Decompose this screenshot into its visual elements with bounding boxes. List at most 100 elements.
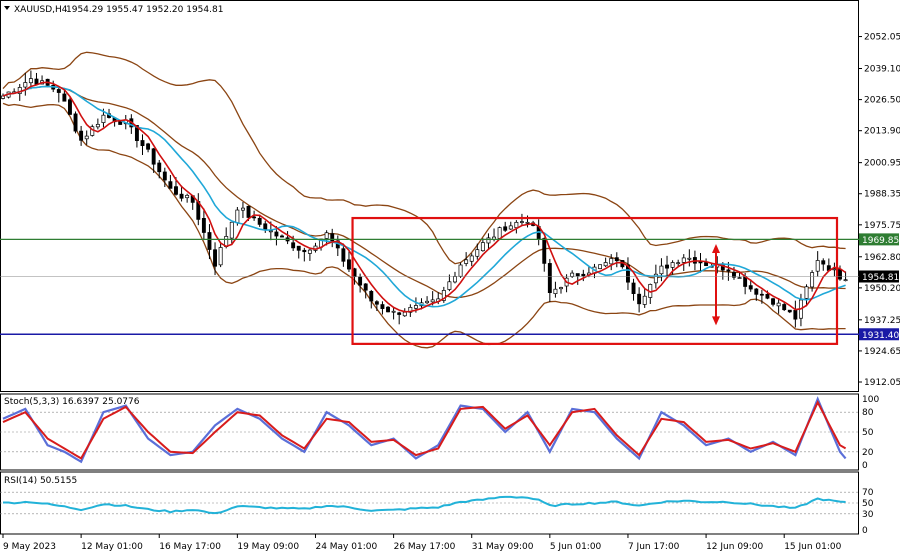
candle-body [324,232,329,239]
candle-body [765,293,770,299]
time-axis-label: 24 May 01:00 [315,542,377,552]
candle-body [246,205,251,218]
candle-body [793,309,798,320]
stoch-axis-label: 80 [862,408,874,418]
candle-body [542,238,547,264]
candle-body [274,231,279,237]
candle-body [263,223,268,231]
candle-body [547,263,552,294]
candle-body [207,232,212,250]
candle-body [168,181,173,189]
candle-body [676,262,681,265]
time-axis-label: 9 May 2023 [3,542,56,552]
candle-body [386,306,390,313]
price-axis-label: 2000.95 [864,159,900,169]
candle-body [469,255,474,262]
candle-body [570,272,575,277]
rsi-axis-label: 70 [862,488,874,498]
candle-body [157,162,162,173]
candle-body [832,268,837,271]
candle-body [380,304,385,309]
candle-body [213,249,217,267]
candle-body [637,293,642,305]
candle-body [56,89,61,93]
candle-body [79,130,84,141]
time-axis-label: 12 Jun 09:00 [706,542,763,552]
candle-body [408,307,413,313]
candle-body [185,194,190,199]
candle-body [653,273,658,284]
candle-body [614,257,619,262]
candle-body [140,140,145,147]
support-price-tag-bg [859,328,899,341]
rsi-axis-label: 50 [862,499,874,509]
candle-body [787,309,792,313]
time-axis-label: 5 Jun 01:00 [550,542,602,552]
candle-body [508,225,513,230]
price-axis-label: 1912.05 [864,378,900,388]
current-price-tag: 1954.81 [862,273,899,283]
candle-body [665,264,669,269]
candle-body [631,282,636,294]
candle-body [503,226,508,231]
price-axis-label: 1924.65 [864,347,900,357]
stoch-header: Stoch(5,3,3) 16.6397 25.0776 [4,397,140,407]
candle-body [681,257,686,263]
bollinger-lower-band [2,102,846,349]
price-axis-label: 1937.25 [864,316,900,326]
price-pane-frame [0,0,859,392]
candle-body [776,302,781,307]
candle-body [670,262,675,268]
price-axis-label: 2013.90 [864,127,900,137]
candle-body [307,249,312,254]
candle-body [821,260,826,265]
stoch-axis-label: 50 [862,428,874,438]
stoch-axis-label: 100 [862,395,879,405]
candle-body [374,301,379,305]
rsi-line [3,495,846,515]
candle-body [218,247,223,266]
candle-body [28,78,33,84]
candle-body [402,311,407,317]
candle-body [257,217,262,225]
candle-body [609,258,614,265]
price-axis-label: 2052.05 [864,33,900,43]
candle-body [425,300,430,304]
candle-body [754,288,759,295]
candle-body [291,242,296,249]
symbol-header: XAUUSD,H4 [14,5,68,15]
candle-body [659,265,664,275]
candle-body [687,257,692,260]
time-axis-label: 19 May 09:00 [237,542,299,552]
candle-body [480,242,485,252]
price-axis-label: 1975.75 [864,221,900,231]
candle-body [296,245,301,251]
candle-body [626,264,630,283]
candle-body [34,78,39,85]
candle-body [642,295,647,305]
candle-body [252,216,257,219]
candle-body [240,207,245,211]
rsi-axis-label: 30 [862,510,874,520]
candle-body [229,221,234,239]
candle-body [810,272,815,288]
bollinger-upper-band [2,51,846,265]
candle-body [162,171,167,181]
candle-body [804,286,809,299]
price-axis-label: 2039.10 [864,65,900,75]
candle-body [391,310,396,313]
price-axis-label: 1988.35 [864,190,900,200]
candle-body [771,298,775,305]
time-axis-label: 31 May 09:00 [472,542,534,552]
candle-body [179,193,184,199]
candle-body [519,221,524,223]
candle-body [235,209,240,224]
time-axis-label: 26 May 17:00 [394,542,456,552]
candle-body [118,121,123,125]
candle-body [363,283,368,291]
candle-body [486,237,491,244]
price-series [1,51,848,349]
candle-body [453,276,457,283]
